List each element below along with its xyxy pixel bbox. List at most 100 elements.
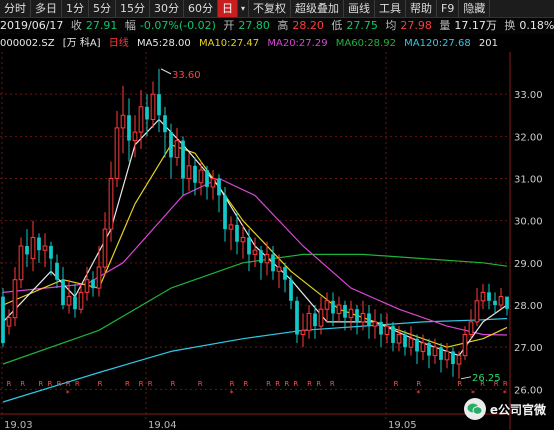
candle-body: [343, 305, 347, 318]
avg-value: 27.98: [400, 19, 432, 32]
candle-body: [505, 297, 509, 309]
y-tick-label: 26.00: [514, 385, 543, 396]
r-marker: R: [494, 380, 499, 388]
candle-body: [493, 301, 497, 305]
period-button-3[interactable]: 5分: [89, 0, 116, 17]
high-pointer: [161, 69, 171, 74]
candle-body: [457, 356, 461, 364]
ma120-legend: MA120:27.68: [404, 38, 471, 49]
candlestick-chart[interactable]: 33.00 32.00 31.00 30.00 29.00 28.00 27.00 26.00…: [0, 52, 554, 430]
candle-body: [391, 326, 395, 343]
r-marker: R: [503, 380, 508, 388]
r-marker: R: [48, 380, 53, 388]
candle-body: [217, 179, 221, 196]
r-marker: R: [275, 380, 280, 388]
candle-body: [229, 225, 233, 229]
candle-body: [355, 309, 359, 322]
period-button-1[interactable]: 多日: [31, 0, 62, 17]
candle-body: [205, 170, 209, 187]
candle-body: [241, 238, 245, 242]
chevron-down-icon[interactable]: ▾: [238, 0, 249, 17]
stock-name: [万 科A]: [63, 38, 101, 49]
r-marker: R: [307, 380, 312, 388]
candle-body: [319, 309, 323, 326]
y-tick-label: 33.00: [514, 90, 543, 101]
r-marker: R: [284, 380, 289, 388]
avg-label: 均: [385, 19, 396, 32]
candle-body: [487, 292, 491, 300]
r-marker: R: [230, 380, 235, 388]
ma10-legend: MA10:27.47: [199, 38, 259, 49]
period-button-12[interactable]: 帮助: [406, 0, 437, 17]
period-button-10[interactable]: 画线: [344, 0, 375, 17]
period-button-2[interactable]: 1分: [62, 0, 89, 17]
x-tick-label: 19.03: [4, 420, 33, 430]
r-marker: R: [416, 380, 421, 388]
period-button-7[interactable]: 日: [218, 0, 238, 17]
candle-body: [271, 254, 275, 271]
candle-body: [283, 267, 287, 280]
r-marker: R: [198, 380, 203, 388]
x-tick-label: 19.05: [388, 420, 417, 430]
candle-body: [109, 179, 113, 230]
period-toolbar: 分时 多日 1分 5分 15分 30分 60分日 ▾ 不复权 超级叠加 画线 工具 帮助 F9 隐藏: [0, 0, 554, 18]
candle-body: [13, 280, 17, 318]
candle-body: [451, 351, 455, 364]
candle-body: [79, 292, 83, 309]
close-label: 收: [71, 19, 82, 32]
period-button-5[interactable]: 30分: [150, 0, 184, 17]
candle-body: [175, 141, 179, 158]
candle-body: [223, 195, 227, 229]
candle-body: [25, 246, 29, 254]
r-marker: R: [20, 380, 25, 388]
candle-body: [103, 229, 107, 267]
candle-body: [97, 267, 101, 288]
candle-body: [265, 254, 269, 262]
period-button-4[interactable]: 15分: [116, 0, 150, 17]
y-tick-label: 27.00: [514, 343, 543, 354]
candle-body: [169, 132, 173, 157]
r-marker: R: [38, 380, 43, 388]
candle-body: [139, 107, 143, 132]
period-button-14[interactable]: 隐藏: [459, 0, 490, 17]
watermark: e公司官微: [464, 398, 546, 420]
r-marker: R: [457, 380, 462, 388]
period-button-13[interactable]: F9: [437, 0, 459, 17]
candle-body: [61, 280, 65, 305]
candle-body: [1, 297, 5, 343]
r-marker: R: [266, 380, 271, 388]
volume-value: 17.17万: [454, 19, 497, 32]
candle-body: [253, 250, 257, 254]
candle-body: [295, 301, 299, 335]
high-label: 高: [277, 19, 288, 32]
candle-body: [439, 347, 443, 360]
candle-body: [211, 179, 215, 187]
period-button-8[interactable]: 不复权: [249, 0, 291, 17]
y-tick-label: 31.00: [514, 175, 543, 186]
candle-body: [31, 238, 35, 259]
period-button-6[interactable]: 60分: [184, 0, 218, 17]
r-marker: R: [293, 380, 298, 388]
candle-body: [145, 107, 149, 120]
candle-body: [433, 347, 437, 355]
period-button-0[interactable]: 分时: [0, 0, 31, 17]
ma60-legend: MA60:28.92: [336, 38, 396, 49]
candle-body: [19, 246, 23, 280]
period-button-9[interactable]: 超级叠加: [291, 0, 344, 17]
star-marker: *: [471, 389, 475, 398]
ma-legend-extra: 201: [479, 38, 498, 49]
close-value: 27.91: [86, 19, 118, 32]
period-button-11[interactable]: 工具: [375, 0, 406, 17]
ma5-legend: MA5:28.00: [137, 38, 191, 49]
r-marker: R: [66, 380, 71, 388]
candle-body: [367, 313, 371, 326]
candle-body: [361, 313, 365, 321]
candle-body: [127, 115, 131, 140]
candle-body: [73, 297, 77, 310]
candle-body: [373, 322, 377, 326]
r-marker: R: [7, 380, 12, 388]
candle-body: [85, 280, 89, 293]
r-marker: R: [170, 380, 175, 388]
candle-body: [499, 297, 503, 305]
candle-body: [301, 330, 305, 334]
